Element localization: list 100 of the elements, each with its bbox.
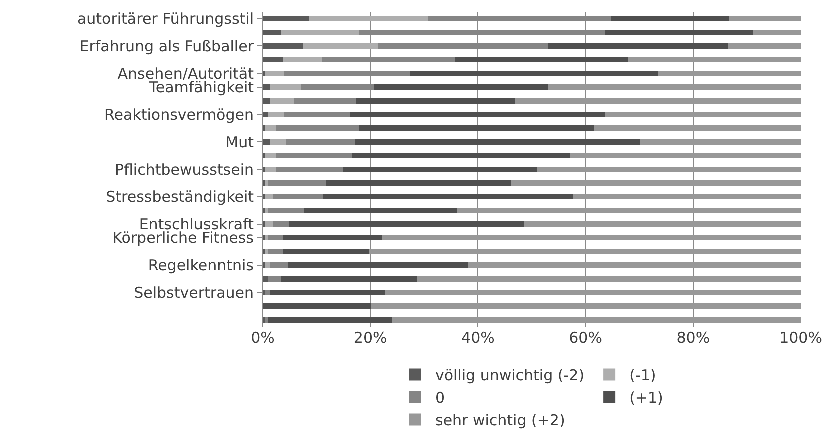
bar [263, 262, 266, 268]
bar [548, 84, 801, 90]
bar [266, 194, 274, 200]
bar [288, 262, 468, 268]
bar [263, 44, 304, 49]
legend-label: (+1) [630, 389, 664, 408]
bar [524, 222, 801, 228]
bar [263, 276, 268, 282]
bar [640, 139, 801, 145]
bar [304, 208, 458, 214]
bar [266, 126, 276, 132]
y-tick-label: Erfahrung als Fußballer [80, 37, 255, 56]
y-tick-label: Stressbeständigkeit [106, 188, 254, 206]
bar [658, 70, 801, 76]
legend-label: sehr wichtig (+2) [436, 412, 566, 430]
bar [326, 180, 512, 186]
bar [356, 139, 641, 145]
bar [263, 317, 266, 323]
bar [548, 44, 728, 49]
bar [263, 139, 271, 145]
bar [352, 153, 571, 159]
bar [457, 208, 801, 214]
bar [263, 126, 266, 132]
x-tick-label: 40% [462, 329, 495, 347]
bar [263, 112, 268, 118]
bar [594, 126, 801, 132]
bar [350, 112, 606, 118]
x-tick-label: 60% [569, 329, 602, 347]
bar [268, 180, 326, 186]
bar [611, 16, 729, 22]
bar [374, 84, 548, 90]
bar [309, 16, 428, 22]
bar [515, 98, 801, 104]
bar [294, 98, 356, 104]
x-tick-label: 20% [354, 329, 388, 347]
bar [263, 57, 283, 63]
bar [263, 248, 266, 254]
bar [416, 276, 801, 282]
bar [268, 112, 285, 118]
bar [280, 276, 417, 282]
bar [372, 304, 801, 310]
bar [276, 166, 344, 172]
y-tick-label: autoritärer Führungsstil [77, 10, 254, 28]
bar [605, 30, 754, 36]
y-tick-label: Körperliche Fitness [112, 229, 254, 248]
bar [268, 248, 283, 254]
bar [276, 126, 359, 132]
bar [605, 112, 801, 118]
bar [266, 166, 276, 172]
y-tick-label: Mut [226, 133, 254, 152]
bar [273, 222, 289, 228]
bar [356, 98, 516, 104]
bar [511, 180, 801, 186]
bar [263, 194, 266, 200]
bar [263, 84, 271, 90]
bar [263, 180, 266, 186]
bar [263, 290, 266, 296]
bar [282, 57, 322, 63]
x-tick-label: 0% [251, 329, 275, 347]
bar [323, 194, 573, 200]
y-tick-label: Reaktionsvermögen [104, 106, 254, 124]
bar [270, 262, 288, 268]
bar [570, 153, 801, 159]
y-tick-label: Pflichtbewusstsein [114, 160, 254, 179]
x-tick-label: 80% [676, 329, 710, 347]
bar [410, 70, 658, 76]
bar [468, 262, 801, 268]
bar [572, 194, 801, 200]
bar [628, 57, 801, 63]
bar [728, 16, 801, 22]
bar [268, 276, 281, 282]
bar [273, 194, 324, 200]
bar [268, 235, 283, 241]
bar [358, 126, 594, 132]
bar [286, 139, 356, 145]
bar [280, 30, 359, 36]
bar [753, 30, 801, 36]
bar [266, 70, 285, 76]
bar [537, 166, 801, 172]
y-tick-label: Regelkenntnis [148, 256, 254, 275]
bar [288, 222, 524, 228]
bar [392, 317, 801, 323]
bar [270, 290, 386, 296]
legend-label: 0 [436, 389, 446, 408]
bar [344, 166, 538, 172]
bar [284, 112, 351, 118]
bar [268, 208, 304, 214]
bar [263, 235, 266, 241]
bar [303, 44, 378, 49]
bar [266, 222, 274, 228]
bar [270, 84, 302, 90]
bar [282, 248, 370, 254]
bar [728, 44, 801, 49]
x-tick-label: 100% [780, 329, 822, 347]
legend-label: völlig unwichtig (-2) [436, 366, 585, 385]
y-tick-label: Selbstvertrauen [134, 284, 254, 302]
bar [276, 153, 352, 159]
legend-label: (-1) [630, 366, 656, 385]
bar [263, 304, 372, 310]
bar [263, 98, 271, 104]
